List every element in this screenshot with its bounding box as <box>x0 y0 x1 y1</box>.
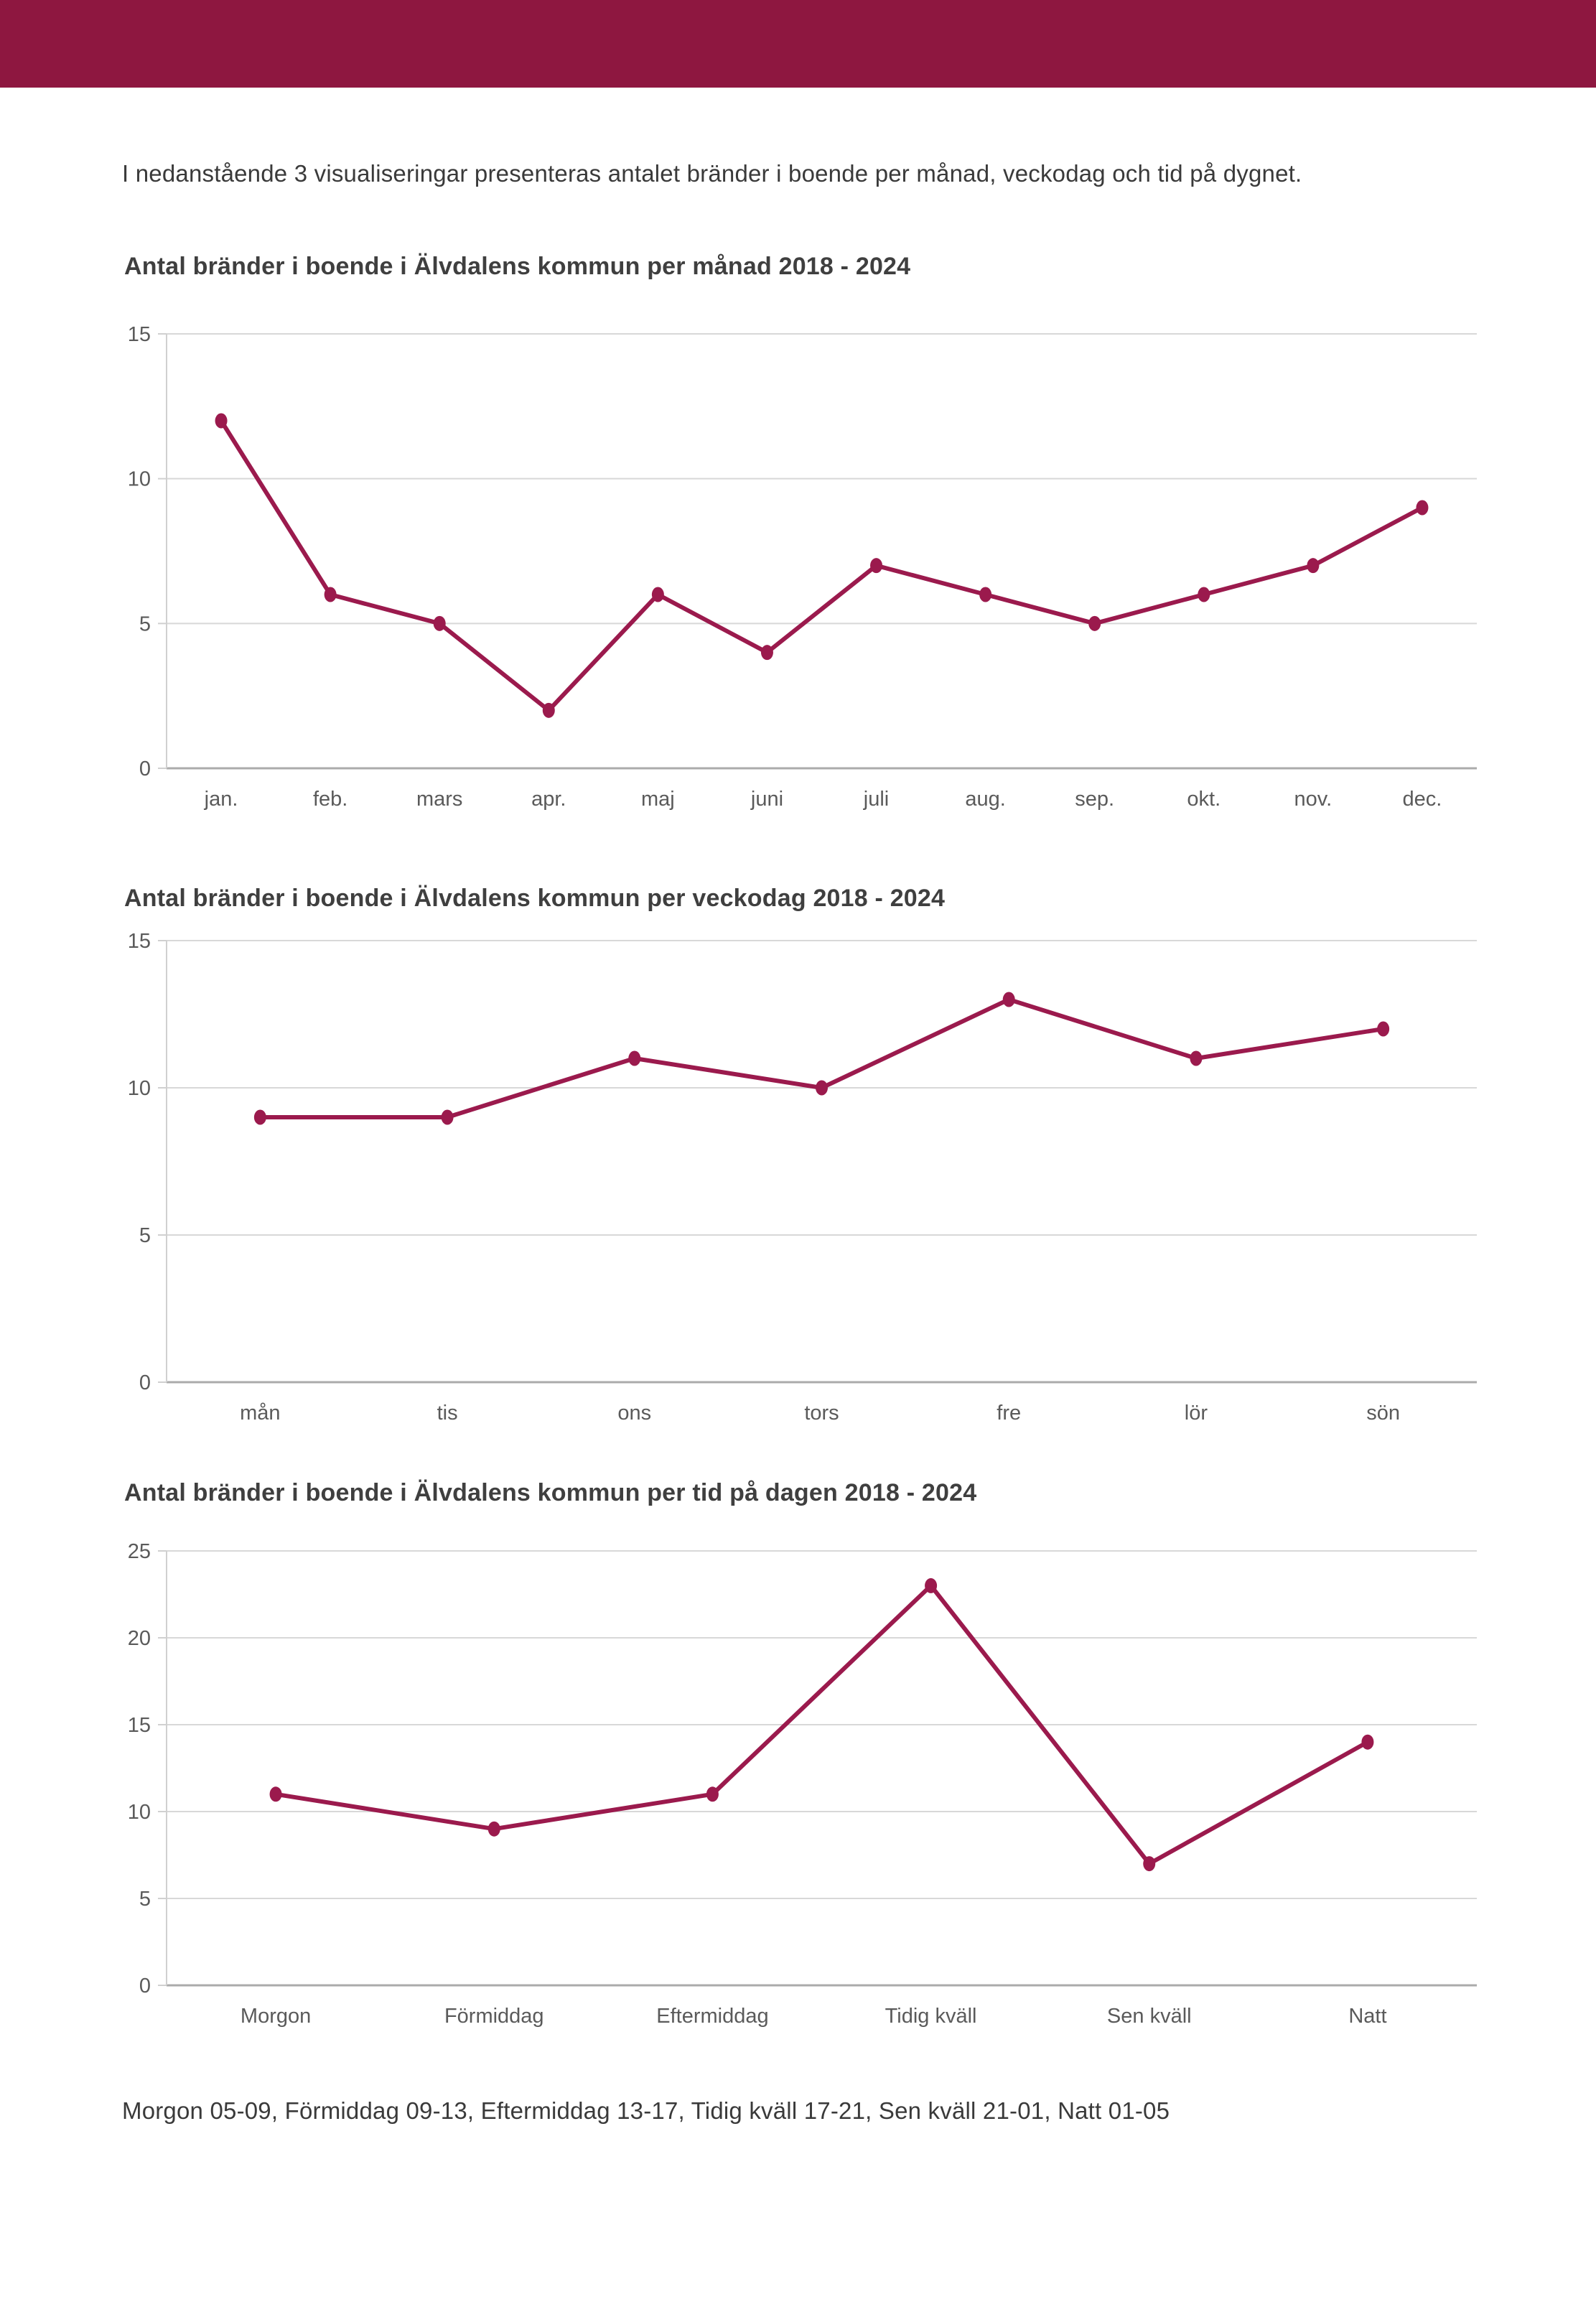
x-tick-label: apr. <box>531 788 566 811</box>
x-tick-label: nov. <box>1294 788 1333 811</box>
y-tick-label: 10 <box>128 1077 151 1100</box>
x-tick-label: maj <box>641 788 675 811</box>
x-tick-label: sön <box>1366 1402 1400 1425</box>
data-point <box>1198 587 1210 602</box>
data-point <box>760 645 773 661</box>
data-point <box>269 1786 282 1802</box>
data-point <box>1416 500 1429 516</box>
y-tick-label: 15 <box>128 930 151 953</box>
y-tick-label: 5 <box>139 1224 151 1247</box>
x-tick-label: mars <box>416 788 462 811</box>
x-tick-label: Eftermiddag <box>656 2005 768 2028</box>
x-tick-label: tors <box>804 1402 839 1425</box>
x-tick-label: mån <box>240 1402 280 1425</box>
data-point <box>1143 1856 1156 1872</box>
intro-text: I nedanstående 3 visualiseringar present… <box>122 160 1302 187</box>
x-tick-label: ons <box>617 1402 651 1425</box>
x-tick-label: fre <box>997 1402 1021 1425</box>
x-tick-label: Sen kväll <box>1107 2005 1192 2028</box>
data-point <box>441 1109 454 1125</box>
y-tick-label: 10 <box>128 468 151 491</box>
chart-title-time-of-day: Antal bränder i boende i Älvdalens kommu… <box>124 1479 977 1506</box>
data-point <box>542 702 555 718</box>
y-tick-label: 15 <box>128 323 151 346</box>
y-tick-label: 0 <box>139 1975 151 1998</box>
x-tick-label: lör <box>1185 1402 1208 1425</box>
x-tick-label: Tidig kväll <box>885 2005 977 2028</box>
data-point <box>870 558 883 574</box>
data-point <box>433 615 446 631</box>
y-tick-label: 15 <box>128 1714 151 1737</box>
x-tick-label: okt. <box>1187 788 1221 811</box>
header-bar <box>0 0 1596 88</box>
data-point <box>628 1050 641 1066</box>
x-tick-label: sep. <box>1075 788 1114 811</box>
x-tick-label: tis <box>437 1402 458 1425</box>
data-point <box>1361 1734 1374 1750</box>
y-tick-label: 25 <box>128 1540 151 1563</box>
data-point <box>925 1577 938 1593</box>
data-point <box>706 1786 719 1802</box>
x-tick-label: juni <box>750 788 783 811</box>
y-tick-label: 5 <box>139 1888 151 1911</box>
y-tick-label: 0 <box>139 758 151 780</box>
data-point <box>1190 1050 1203 1066</box>
data-line <box>274 1583 1370 1866</box>
data-point <box>1002 992 1015 1007</box>
y-tick-label: 20 <box>128 1627 151 1650</box>
data-line <box>219 419 1424 713</box>
y-tick-label: 0 <box>139 1371 151 1394</box>
data-point <box>487 1821 500 1837</box>
x-tick-label: jan. <box>204 788 238 811</box>
data-point <box>1377 1021 1390 1037</box>
data-point <box>215 413 228 429</box>
x-tick-label: feb. <box>313 788 347 811</box>
data-point <box>979 587 992 602</box>
data-point <box>253 1109 266 1125</box>
y-tick-label: 10 <box>128 1801 151 1824</box>
x-tick-label: Morgon <box>241 2005 311 2028</box>
time-of-day-fires-chart: 0 5 10 15 20 25 Morgon Förmiddag Eftermiddag Tidi… <box>128 1540 1477 2028</box>
y-tick-label: 5 <box>139 612 151 635</box>
x-tick-label: juli <box>863 788 889 811</box>
x-tick-label: dec. <box>1403 788 1442 811</box>
chart-title-monthly: Antal bränder i boende i Älvdalens kommu… <box>124 253 911 280</box>
chart-title-weekday: Antal bränder i boende i Älvdalens kommu… <box>124 885 946 912</box>
data-point <box>651 587 664 602</box>
data-point <box>324 587 337 602</box>
x-tick-label: Natt <box>1348 2005 1386 2028</box>
x-tick-label: aug. <box>965 788 1005 811</box>
data-point <box>816 1080 828 1096</box>
monthly-fires-chart: 0 5 10 15 jan. feb. mars apr. maj juni juli aug. sep… <box>128 323 1477 811</box>
data-point <box>1088 615 1101 631</box>
data-line <box>258 997 1386 1119</box>
x-tick-label: Förmiddag <box>444 2005 544 2028</box>
weekday-fires-chart: 0 5 10 15 mån tis ons tors fre lör sön <box>128 930 1477 1425</box>
data-point <box>1307 558 1320 574</box>
time-ranges-caption: Morgon 05-09, Förmiddag 09-13, Eftermidd… <box>122 2097 1170 2124</box>
